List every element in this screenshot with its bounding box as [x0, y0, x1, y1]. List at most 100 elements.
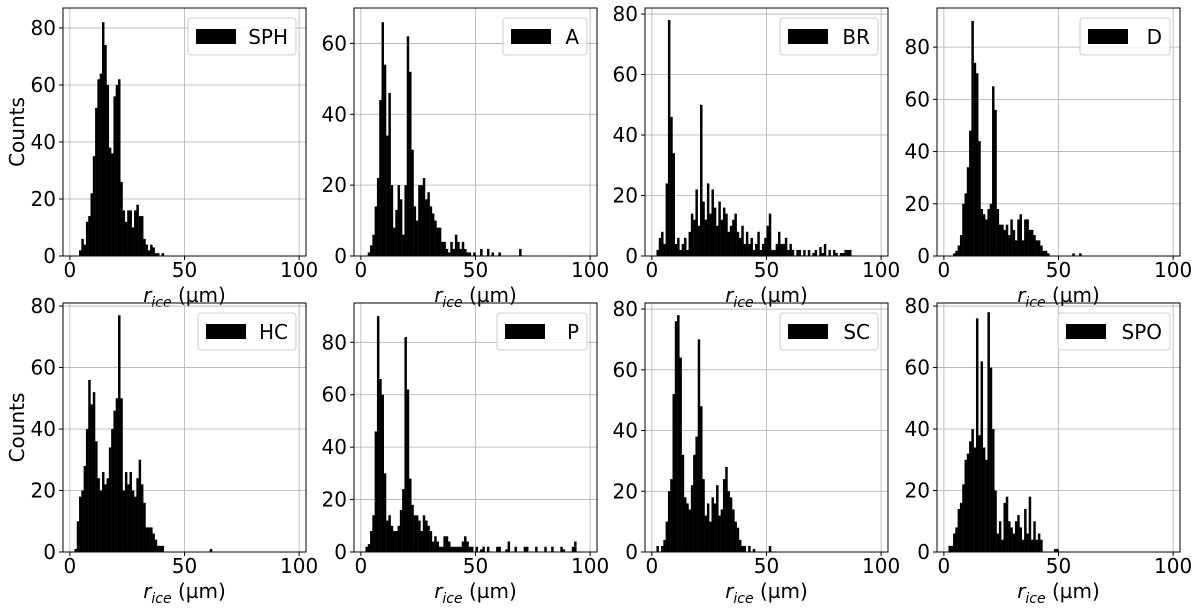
histogram-bar — [679, 357, 682, 552]
histogram-bar — [835, 252, 838, 256]
histogram-bar — [425, 199, 428, 256]
histogram-bar — [154, 539, 158, 552]
histogram-bar — [140, 484, 144, 552]
histogram-bar — [420, 531, 423, 552]
histogram-bar — [755, 243, 758, 256]
histogram-bar — [1053, 548, 1057, 552]
histogram-bar — [693, 219, 696, 256]
histogram-bar — [732, 509, 735, 552]
histogram-bar — [1044, 250, 1048, 256]
histogram-bar — [134, 210, 137, 256]
x-tick-label: 50 — [1046, 258, 1071, 282]
histogram-bar — [796, 249, 799, 256]
y-tick-label: 40 — [31, 417, 56, 441]
subplot-spo: 0 50 100 0 20 40 60 80 rice (µm) SPO — [905, 294, 1193, 607]
histogram-bar — [1024, 508, 1027, 552]
histogram-bar — [713, 207, 717, 256]
histogram-bar — [434, 220, 437, 256]
histogram-bar — [1012, 229, 1016, 256]
histogram-bar — [161, 253, 165, 256]
histogram-bar — [1056, 548, 1059, 552]
histogram-bar — [562, 549, 566, 552]
histogram-bar — [955, 250, 958, 256]
histogram-bar — [761, 243, 765, 256]
histogram-bar — [688, 509, 692, 552]
histogram-bar — [994, 109, 997, 257]
histogram-bar — [982, 447, 986, 552]
histogram-bar — [807, 249, 811, 256]
histogram-bar — [720, 219, 724, 256]
histogram-bar — [438, 227, 442, 256]
bars-hc — [74, 315, 213, 552]
histogram-bar — [690, 485, 694, 552]
histogram-bar — [434, 536, 437, 552]
y-tick-label: 20 — [31, 187, 56, 211]
y-tick-label: 60 — [613, 358, 638, 382]
histogram-bar — [656, 249, 659, 256]
histogram-bar — [771, 249, 774, 256]
histogram-bar — [79, 250, 82, 256]
histogram-bar — [661, 231, 664, 256]
histogram-bar — [1047, 253, 1050, 256]
x-tick-label: 0 — [646, 554, 659, 578]
histogram-bar — [140, 216, 144, 256]
histogram-bar — [376, 178, 380, 256]
y-tick-label: 40 — [905, 417, 930, 441]
histogram-bar — [525, 546, 529, 552]
histogram-bar — [374, 206, 378, 256]
histogram-bar — [989, 203, 993, 256]
legend: HC — [197, 312, 297, 351]
histogram-bar — [461, 241, 465, 256]
histogram-bar — [663, 243, 666, 256]
histogram-bar — [729, 497, 733, 552]
histogram-bar — [1042, 250, 1045, 256]
y-tick-label: 80 — [905, 35, 930, 59]
histogram-bar — [1003, 502, 1006, 552]
histogram-bar — [674, 243, 678, 256]
histogram-bar — [519, 248, 522, 256]
histogram-bar — [535, 546, 538, 552]
histogram-bar — [989, 367, 993, 552]
histogram-bar — [409, 71, 412, 257]
histogram-bar — [962, 484, 965, 552]
legend-box — [779, 17, 879, 56]
histogram-bar — [108, 447, 112, 552]
histogram-bar — [969, 130, 972, 256]
histogram-bar — [992, 429, 995, 552]
histogram-bar — [452, 248, 456, 256]
histogram-bar — [700, 406, 703, 552]
histogram-bar — [452, 546, 456, 552]
histogram-bar — [693, 454, 696, 552]
y-tick-label: 20 — [322, 173, 347, 197]
histogram-bar — [996, 209, 1000, 256]
histogram-bar — [404, 337, 407, 552]
histogram-bar — [1079, 253, 1082, 256]
histogram-bar — [736, 527, 740, 552]
subplot-hc: 0 50 100 0 20 40 60 80 rice (µm) Counts HC — [5, 294, 318, 607]
histogram-bar — [766, 225, 769, 256]
histogram-bar — [445, 248, 449, 256]
y-tick-label: 80 — [613, 2, 638, 26]
x-tick-label: 100 — [280, 258, 318, 282]
y-tick-label: 0 — [43, 540, 56, 564]
y-tick-label: 80 — [905, 294, 930, 318]
histogram-bar — [732, 219, 735, 256]
histogram-bar — [681, 454, 685, 552]
histogram-bar — [973, 447, 977, 552]
y-tick-label: 80 — [613, 297, 638, 321]
histogram-bar — [711, 497, 714, 552]
histogram-bar — [145, 527, 149, 552]
histogram-bar — [713, 503, 717, 552]
histogram-bar — [154, 253, 158, 256]
y-tick-label: 20 — [613, 479, 638, 503]
histogram-bar — [819, 246, 822, 256]
histogram-bar — [420, 185, 423, 256]
histogram-bar — [1008, 521, 1011, 552]
histogram-bar — [422, 515, 426, 552]
histogram-bar — [122, 210, 126, 256]
histogram-bar — [468, 252, 472, 256]
histogram-bar — [980, 209, 984, 256]
histogram-bar — [106, 478, 110, 552]
histogram-bar — [987, 312, 990, 552]
histogram-bar — [127, 210, 130, 256]
